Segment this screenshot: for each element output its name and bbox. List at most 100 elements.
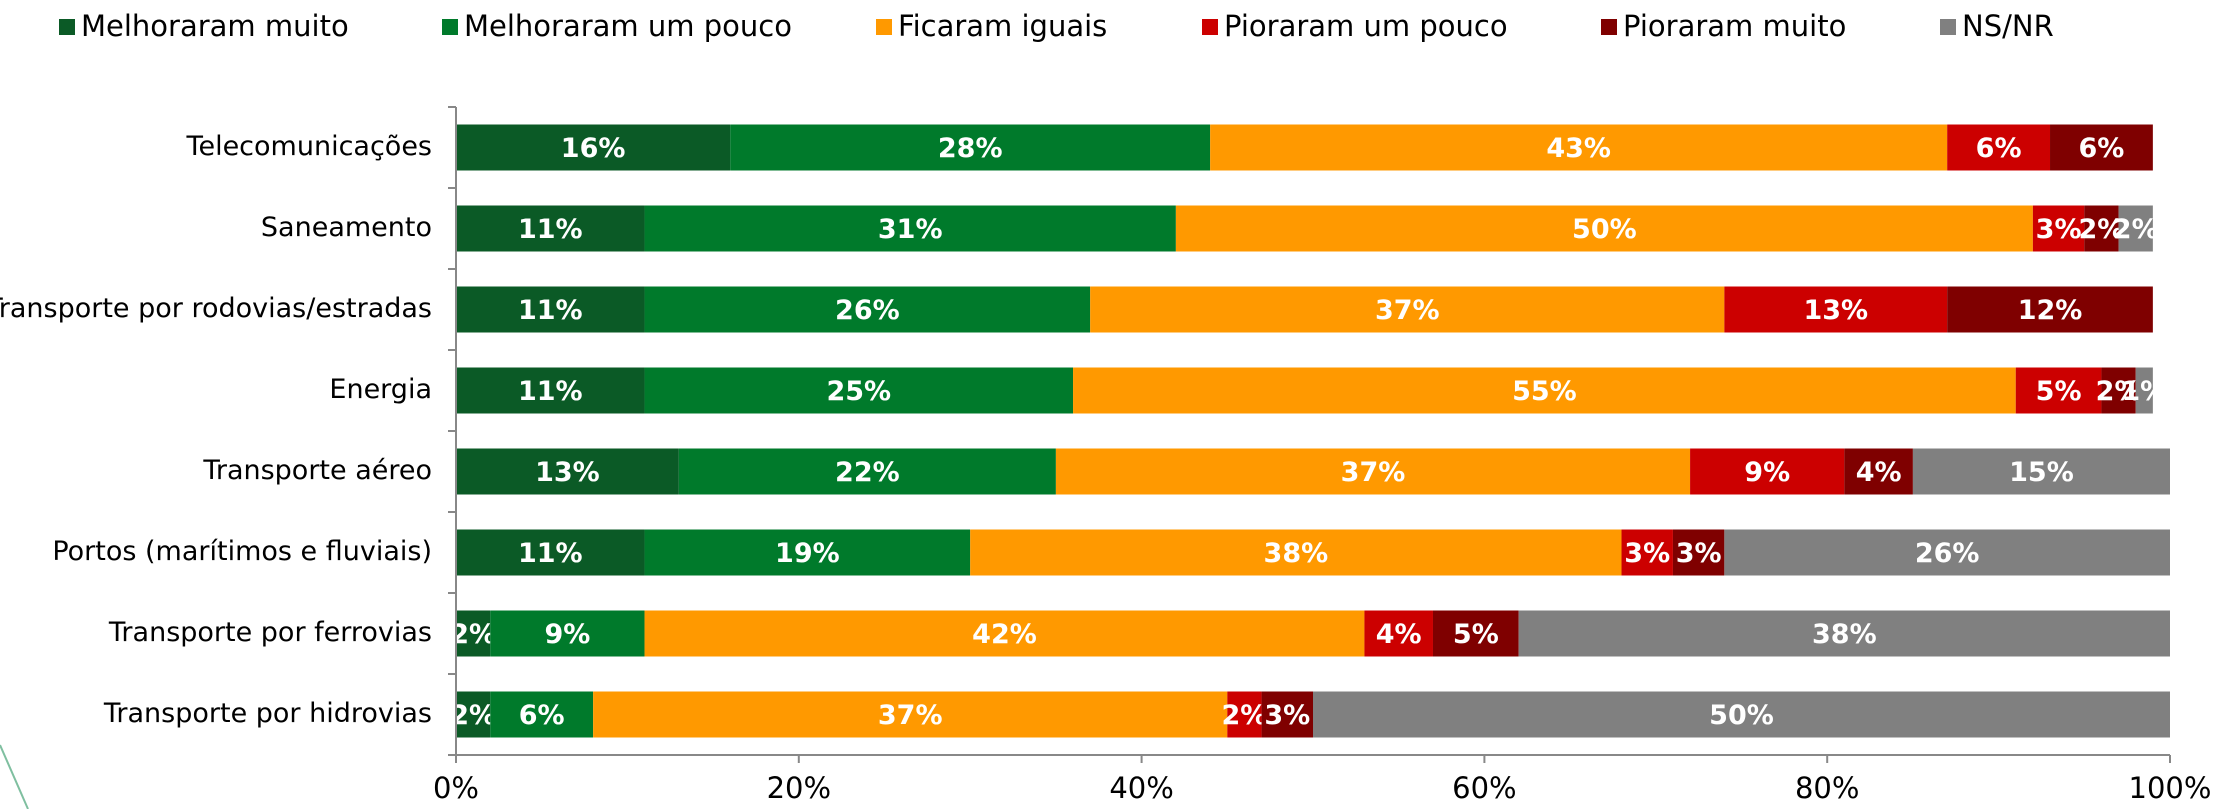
bar-segment — [2135, 367, 2153, 414]
data-label: 25% — [826, 376, 891, 407]
data-label: 5% — [2036, 376, 2082, 407]
bar-segment — [1364, 610, 1433, 657]
data-label: 43% — [1546, 133, 1611, 164]
data-label: 6% — [519, 700, 565, 731]
data-label: 37% — [1341, 457, 1406, 488]
legend-label: NS/NR — [1962, 9, 2054, 43]
data-label: 50% — [1572, 214, 1637, 245]
data-label: 11% — [518, 538, 583, 569]
bar-segment — [1227, 691, 1262, 738]
bar-segment — [644, 610, 1365, 657]
legend-swatch — [1202, 19, 1218, 35]
bar-segment — [1175, 205, 2033, 252]
legend-label: Melhoraram um pouco — [464, 9, 792, 43]
data-label: 4% — [1856, 457, 1902, 488]
data-label: 26% — [835, 295, 900, 326]
bar-segment — [644, 205, 1176, 252]
y-tick-label: Energia — [329, 374, 432, 405]
bar-segment — [1947, 124, 2051, 171]
data-label: 38% — [1264, 538, 1329, 569]
x-tick-label: 0% — [433, 771, 479, 805]
bar-segment — [490, 691, 594, 738]
data-label: 15% — [2009, 457, 2074, 488]
x-tick-label: 100% — [2129, 771, 2212, 805]
x-tick-label: 80% — [1795, 771, 1859, 805]
y-tick-label: Portos (marítimos e fluviais) — [52, 536, 432, 567]
data-label: 2% — [2113, 214, 2159, 245]
bar-segment — [1947, 286, 2153, 333]
data-label: 6% — [2079, 133, 2125, 164]
bar-segment — [1090, 286, 1725, 333]
data-label: 19% — [775, 538, 840, 569]
y-tick-label: Transporte por hidrovias — [103, 698, 432, 729]
data-label: 6% — [1976, 133, 2022, 164]
data-label: 16% — [561, 133, 626, 164]
bar-segment — [1912, 448, 2170, 495]
y-tick-label: Saneamento — [261, 212, 432, 243]
bar-segment — [456, 529, 645, 576]
data-label: 11% — [518, 214, 583, 245]
legend-swatch — [59, 19, 75, 35]
data-label: 13% — [1803, 295, 1868, 326]
decoration — [0, 744, 29, 809]
legend-swatch — [442, 19, 458, 35]
data-label: 13% — [535, 457, 600, 488]
bar-segment — [1672, 529, 1725, 576]
bar-segment — [678, 448, 1056, 495]
y-tick-label: Transporte por ferrovias — [108, 617, 432, 648]
bar-segment — [2084, 205, 2119, 252]
bar-segment — [1261, 691, 1313, 738]
bar-segment — [1724, 286, 1948, 333]
bar-segment — [456, 286, 645, 333]
bar-segment — [2015, 367, 2102, 414]
bar-segment — [593, 691, 1228, 738]
data-label: 3% — [1676, 538, 1722, 569]
bar-segment — [1055, 448, 1691, 495]
bar-segment — [1210, 124, 1948, 171]
x-tick-label: 40% — [1109, 771, 1173, 805]
x-tick-label: 60% — [1452, 771, 1516, 805]
bar-segment — [1432, 610, 1519, 657]
x-tick-label: 20% — [767, 771, 831, 805]
data-label: 12% — [2018, 295, 2083, 326]
bar-segment — [456, 691, 491, 738]
data-label: 3% — [1624, 538, 1670, 569]
bar-segment — [2032, 205, 2085, 252]
data-label: 22% — [835, 457, 900, 488]
data-label: 2% — [2079, 214, 2125, 245]
data-label: 2% — [1222, 700, 1268, 731]
data-label: 11% — [518, 295, 583, 326]
bar-segment — [456, 124, 731, 171]
legend-swatch — [876, 19, 892, 35]
legend-swatch — [1601, 19, 1617, 35]
bar-segment — [490, 610, 645, 657]
data-label: 2% — [450, 619, 496, 650]
bar-segment — [2118, 205, 2153, 252]
bar-segment — [456, 205, 645, 252]
bar-segment — [970, 529, 1622, 576]
bar-segment — [456, 448, 679, 495]
data-label: 9% — [1744, 457, 1790, 488]
data-label: 9% — [544, 619, 590, 650]
bar-segment — [644, 367, 1074, 414]
bar-segment — [1724, 529, 2170, 576]
data-label: 31% — [878, 214, 943, 245]
legend-label: Melhoraram muito — [81, 9, 349, 43]
data-label: 42% — [972, 619, 1037, 650]
y-tick-label: Telecomunicações — [186, 131, 432, 162]
bar-segment — [456, 610, 491, 657]
bar-segment — [456, 367, 645, 414]
data-label: 37% — [878, 700, 943, 731]
legend-label: Pioraram muito — [1623, 9, 1846, 43]
data-label: 4% — [1376, 619, 1422, 650]
data-label: 55% — [1512, 376, 1577, 407]
y-tick-label: Transporte aéreo — [202, 455, 432, 486]
data-label: 38% — [1812, 619, 1877, 650]
bar-segment — [1844, 448, 1913, 495]
data-label: 2% — [2096, 376, 2142, 407]
bar-segment — [1690, 448, 1845, 495]
data-label: 11% — [518, 376, 583, 407]
bar-segment — [2101, 367, 2136, 414]
bar-segment — [1313, 691, 2170, 738]
